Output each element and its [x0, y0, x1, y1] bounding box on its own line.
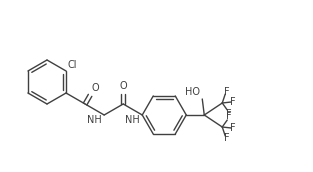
- Text: F: F: [230, 97, 236, 107]
- Text: F: F: [226, 111, 232, 121]
- Text: Cl: Cl: [67, 60, 77, 70]
- Text: HO: HO: [185, 87, 200, 97]
- Text: F: F: [230, 123, 236, 133]
- Text: O: O: [119, 81, 127, 91]
- Text: O: O: [91, 83, 99, 93]
- Text: F: F: [224, 133, 230, 143]
- Text: NH: NH: [126, 115, 140, 125]
- Text: F: F: [224, 87, 230, 97]
- Text: NH: NH: [87, 115, 102, 125]
- Text: F: F: [226, 109, 232, 119]
